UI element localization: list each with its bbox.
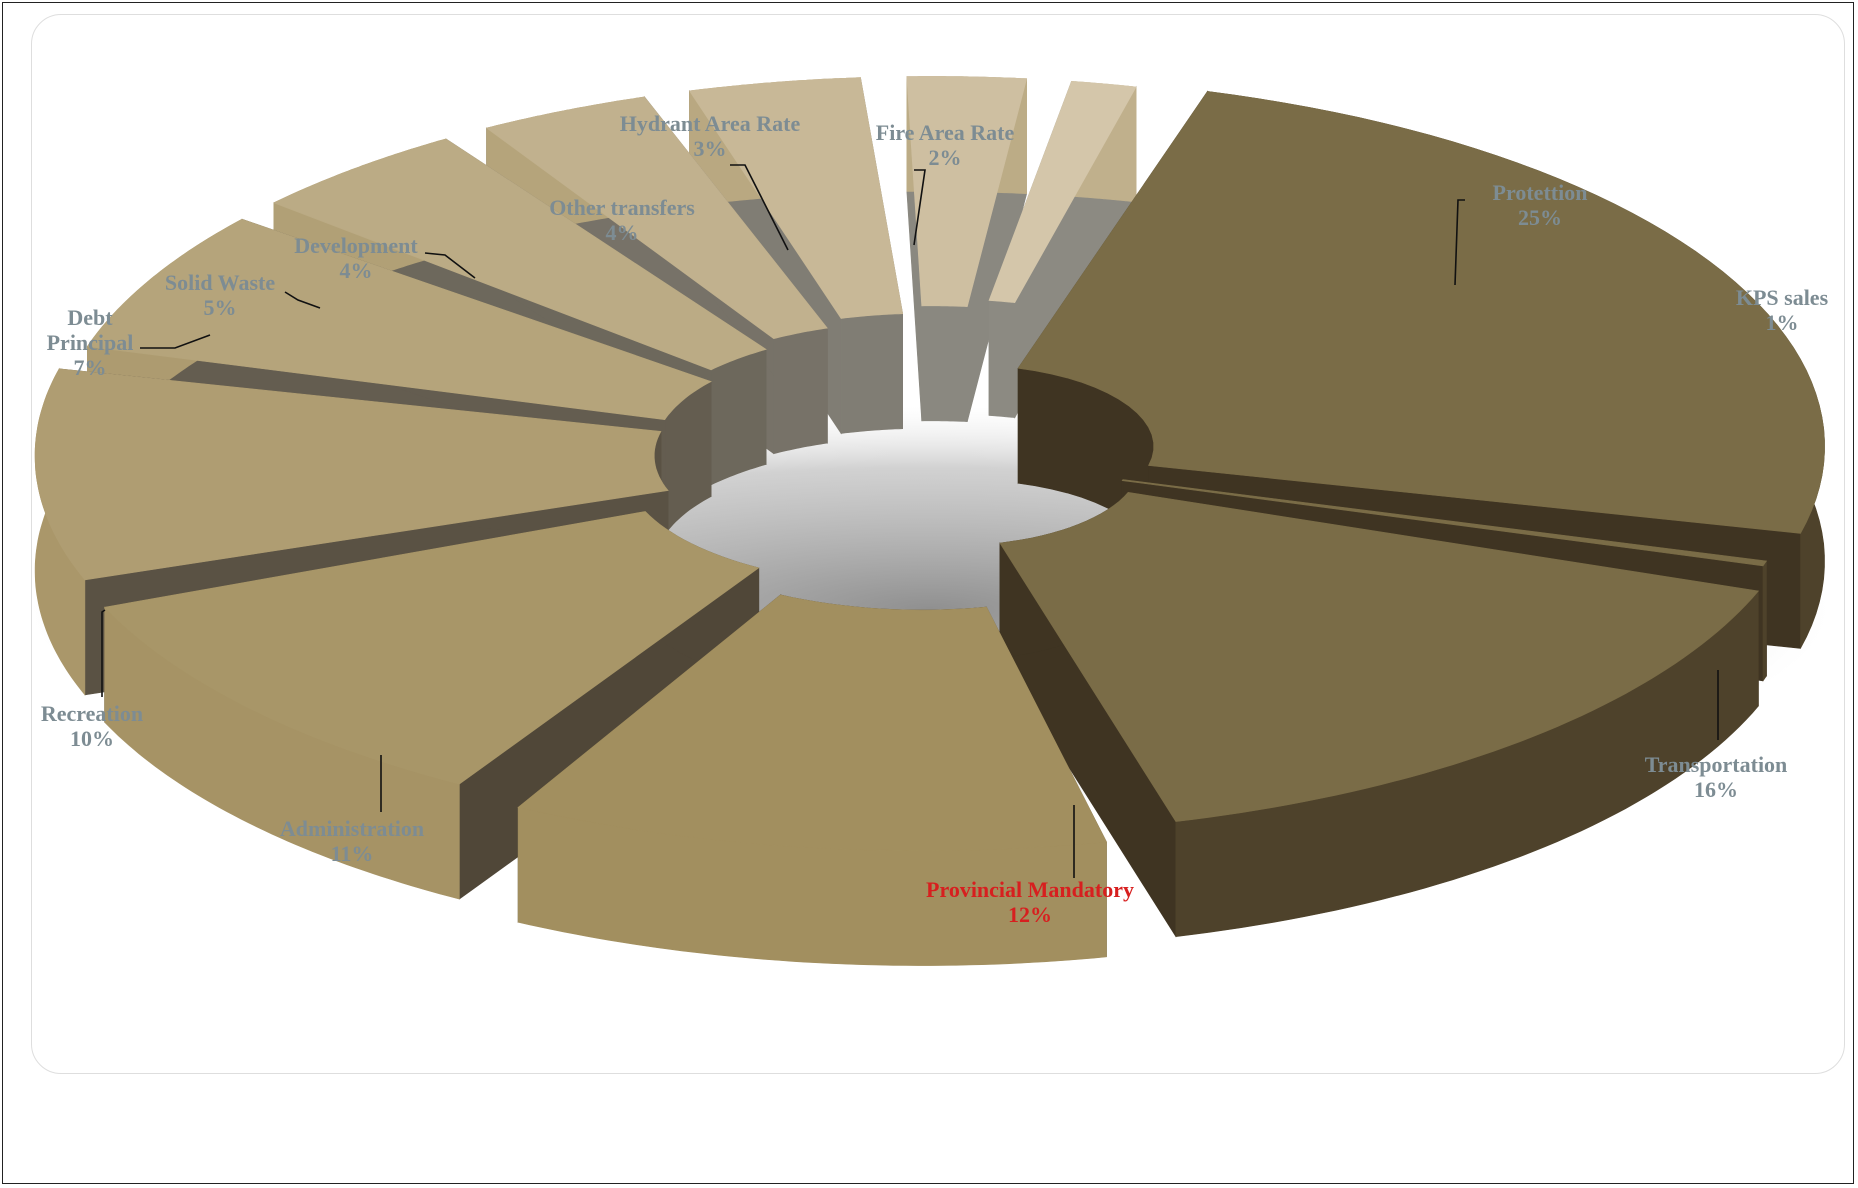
leader-line <box>730 164 789 251</box>
slice-percent: 4% <box>340 258 373 283</box>
slice-top <box>1121 479 1768 567</box>
slice-inner-wall <box>773 327 828 455</box>
slice-label-transportation: Transportation 16% <box>1645 752 1788 802</box>
slice-label-administration: Administration 11% <box>280 816 424 866</box>
leader-line <box>1454 199 1465 286</box>
slice-name: Hydrant Area Rate <box>620 111 801 136</box>
slice-name: Provincial Mandatory <box>926 877 1134 902</box>
slice-top <box>988 80 1137 304</box>
slice-top <box>34 368 669 581</box>
slice-label-fire-area-rate: Fire Area Rate 2% <box>876 120 1015 170</box>
slice-name: Development <box>294 233 418 258</box>
slice-top <box>517 594 1107 851</box>
slice-top <box>906 76 1028 308</box>
slice-percent: 7% <box>74 355 107 380</box>
slice-label-other-transfers: Other transfers 4% <box>549 195 695 245</box>
slice-label-solid-waste: Solid Waste 5% <box>165 270 275 320</box>
slice-outer-wall <box>1762 560 1767 682</box>
pie-slice-hydrant-area-rate <box>906 76 1028 423</box>
slice-name: Fire Area Rate <box>876 120 1015 145</box>
slice-name: Transportation <box>1645 752 1788 777</box>
slice-inner-wall <box>840 313 904 434</box>
slice-percent: 25% <box>1518 205 1562 230</box>
leader-line <box>424 252 476 279</box>
slice-label-provincial-mandatory: Provincial Mandatory 12% <box>926 877 1134 927</box>
slice-top <box>999 491 1759 822</box>
slice-name: Protettion <box>1493 180 1588 205</box>
slice-name: Solid Waste <box>165 270 275 295</box>
pie-slice-transportation <box>999 491 1759 938</box>
slice-label-development: Development 4% <box>294 233 418 283</box>
slice-name: Debt <box>67 305 113 330</box>
slice-name: Administration <box>280 816 424 841</box>
slice-percent: 11% <box>331 841 374 866</box>
slice-label-kps-sales: KPS sales 1% <box>1736 285 1829 335</box>
slice-percent: 12% <box>1008 902 1052 927</box>
slice-name: Other transfers <box>549 195 695 220</box>
slice-top <box>273 138 767 371</box>
leader-line <box>913 169 926 246</box>
slice-top <box>485 96 828 340</box>
chart-panel <box>31 14 1845 1074</box>
slice-label-recreation: Recreation 10% <box>41 701 143 751</box>
slice-label-hydrant-area-rate: Hydrant Area Rate 3% <box>620 111 801 161</box>
slice-percent: 3% <box>694 136 727 161</box>
slice-inner-wall <box>710 349 767 486</box>
slice-percent: 4% <box>606 220 639 245</box>
slice-percent: 1% <box>1766 310 1799 335</box>
slice-name: KPS sales <box>1736 285 1829 310</box>
leader-line <box>284 291 321 309</box>
slice-name: Principal <box>47 330 134 355</box>
slice-top <box>1017 91 1825 534</box>
pie-slice-provincial-mandatory <box>517 594 1107 966</box>
slice-percent: 10% <box>70 726 114 751</box>
leader-line <box>140 334 211 349</box>
slice-top <box>103 511 760 785</box>
slice-inner-wall <box>988 300 1016 419</box>
slice-label-debt-principal: Debt Principal 7% <box>47 305 134 380</box>
slice-top <box>86 218 712 421</box>
slice-percent: 16% <box>1694 777 1738 802</box>
leader-line <box>101 609 106 697</box>
slice-top <box>688 77 904 319</box>
slice-percent: 2% <box>929 145 962 170</box>
slice-percent: 5% <box>204 295 237 320</box>
slice-label-protettion: Protettion 25% <box>1493 180 1588 230</box>
slice-name: Recreation <box>41 701 143 726</box>
slice-inner-wall <box>921 305 968 423</box>
